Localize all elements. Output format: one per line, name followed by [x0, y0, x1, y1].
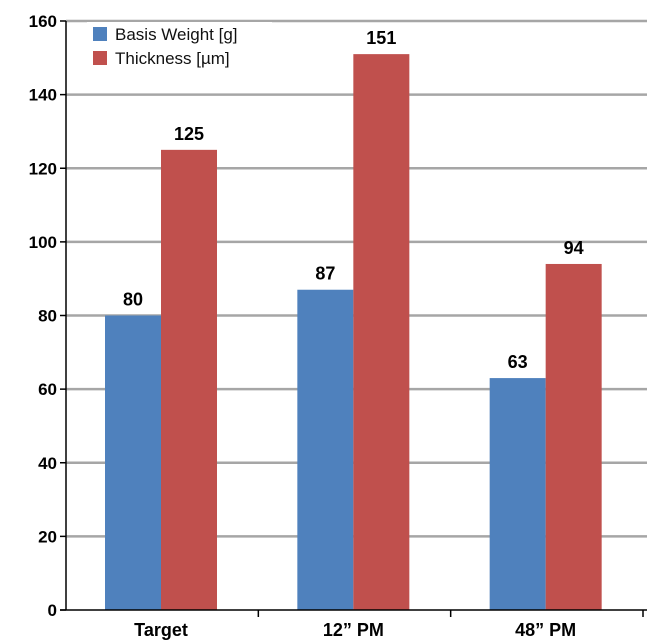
y-tick-label: 60	[38, 380, 57, 399]
bar	[297, 289, 354, 610]
y-tick-label: 20	[38, 527, 57, 546]
y-tick-label: 120	[29, 159, 57, 178]
data-label: 63	[508, 352, 528, 372]
legend-swatch	[93, 27, 107, 41]
y-tick-label: 160	[29, 12, 57, 31]
x-tick-label: Target	[134, 620, 188, 640]
x-tick-label: 48” PM	[515, 620, 576, 640]
legend-label: Basis Weight [g]	[115, 25, 238, 44]
bar	[545, 263, 602, 610]
legend-background	[87, 22, 272, 76]
bar	[161, 149, 217, 610]
axes: 0 20 40 60 80 100 120 140 160 Target 12” PM 48” PM	[29, 12, 647, 640]
y-tick-label: 100	[29, 233, 57, 252]
x-tick-label: 12” PM	[323, 620, 384, 640]
bar	[353, 54, 410, 611]
data-label: 94	[564, 238, 584, 258]
legend: Basis Weight [g] Thickness [µm]	[87, 22, 272, 76]
data-labels: 80 125 87 151 63 94	[123, 28, 584, 372]
y-tick-label: 80	[38, 307, 57, 326]
y-tick-label: 40	[38, 454, 57, 473]
data-label: 151	[366, 28, 396, 48]
legend-label: Thickness [µm]	[115, 49, 230, 68]
y-tick-label: 0	[48, 601, 57, 620]
y-tick-label: 140	[29, 86, 57, 105]
bar	[489, 378, 546, 610]
legend-swatch	[93, 51, 107, 65]
data-label: 125	[174, 124, 204, 144]
bars	[105, 54, 602, 611]
data-label: 87	[315, 264, 335, 284]
bar	[105, 315, 161, 610]
data-label: 80	[123, 290, 143, 310]
